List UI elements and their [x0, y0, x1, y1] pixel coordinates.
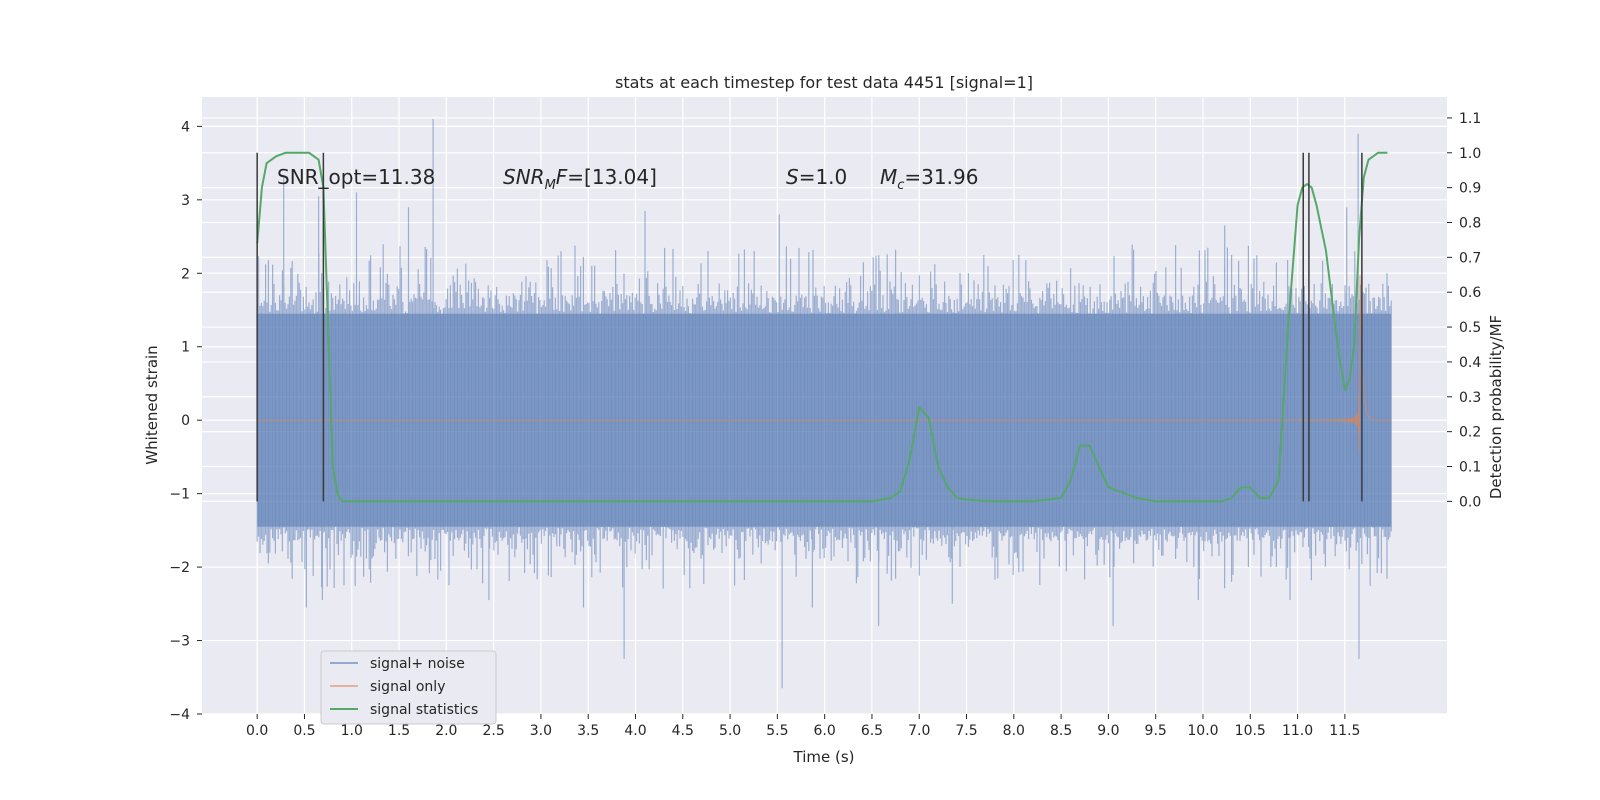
y-right-tick-label: 0.0 [1459, 494, 1481, 510]
x-tick-label: 4.0 [624, 723, 646, 739]
y-right-tick-label: 0.9 [1459, 181, 1481, 197]
x-tick-label: 1.0 [341, 723, 363, 739]
x-tick-label: 7.0 [908, 723, 930, 739]
y-right-tick-label: 0.5 [1459, 320, 1481, 336]
y-right-tick-label: 1.0 [1459, 146, 1481, 162]
signal-only-series [257, 275, 1391, 450]
legend-label-stats: signal statistics [370, 702, 478, 718]
legend-label-signal: signal only [370, 679, 445, 695]
y-right-tick-label: 0.1 [1459, 460, 1481, 476]
y-tick-label: −1 [169, 487, 190, 503]
x-tick-label: 3.5 [577, 723, 599, 739]
x-tick-label: 6.5 [861, 723, 883, 739]
chart-title: stats at each timestep for test data 445… [615, 73, 1033, 92]
y-axis-ticks: 4 3 2 1 0 −1 −2 −3 −4 [169, 119, 202, 723]
annotation-s: S=1.0 [786, 165, 847, 189]
x-tick-label: 0.0 [246, 723, 268, 739]
y-right-tick-label: 0.3 [1459, 390, 1481, 406]
annotation-snr-opt: SNR_opt=11.38 [277, 165, 435, 189]
x-tick-label: 11.5 [1329, 723, 1360, 739]
x-tick-label: 8.5 [1050, 723, 1072, 739]
x-tick-label: 4.5 [672, 723, 694, 739]
annotation-snr-mf: SNRMF=[13.04] [503, 165, 657, 193]
x-tick-label: 2.0 [435, 723, 457, 739]
y-right-axis-label: Detection probability/MF [1487, 315, 1505, 499]
y-tick-label: 4 [181, 119, 190, 135]
x-tick-label: 2.5 [482, 723, 504, 739]
y-right-tick-label: 0.7 [1459, 250, 1481, 266]
x-tick-label: 1.5 [388, 723, 410, 739]
x-tick-label: 8.0 [1003, 723, 1025, 739]
signal-statistics-line [256, 151, 1388, 503]
x-tick-label: 10.0 [1187, 723, 1218, 739]
x-axis-label: Time (s) [793, 748, 855, 766]
signal-only-line [257, 275, 1391, 450]
y-tick-label: −3 [169, 634, 190, 650]
y-right-tick-label: 0.8 [1459, 215, 1481, 231]
x-tick-label: 5.5 [766, 723, 788, 739]
y-tick-label: −2 [169, 560, 190, 576]
x-axis-ticks: 0.0 0.5 1.0 1.5 2.0 2.5 3.0 3.5 4.0 4.5 5.0 5.5 6.0 6… [246, 714, 1360, 739]
x-tick-label: 10.5 [1235, 723, 1266, 739]
y-right-tick-label: 0.4 [1459, 355, 1481, 371]
annotation-mc: Mc=31.96 [880, 165, 978, 193]
y-right-tick-label: 1.1 [1459, 111, 1481, 127]
y-axis-label: Whitened strain [143, 345, 161, 464]
x-tick-label: 9.5 [1145, 723, 1167, 739]
x-tick-label: 3.0 [530, 723, 552, 739]
y-tick-label: 2 [181, 266, 190, 282]
y-tick-label: 1 [181, 340, 190, 356]
legend-box [320, 650, 497, 725]
x-tick-label: 5.0 [719, 723, 741, 739]
x-tick-label: 6.0 [814, 723, 836, 739]
legend: signal+ noise signal only signal statist… [320, 650, 497, 725]
x-tick-label: 0.5 [293, 723, 315, 739]
y-tick-label: 3 [181, 193, 190, 209]
y-tick-label: −4 [169, 707, 190, 723]
boundary-lines [256, 152, 1363, 502]
legend-label-noise: signal+ noise [370, 656, 465, 672]
y-right-axis-ticks: 1.1 1.0 0.9 0.8 0.7 0.6 0.5 0.4 0.3 0.2 0.1 0.0 [1447, 111, 1481, 510]
x-tick-label: 11.0 [1282, 723, 1313, 739]
signal-statistics-series [256, 151, 1388, 503]
y-tick-label: 0 [181, 413, 190, 429]
x-tick-label: 9.0 [1097, 723, 1119, 739]
y-right-tick-label: 0.6 [1459, 285, 1481, 301]
y-right-tick-label: 0.2 [1459, 425, 1481, 441]
x-tick-label: 7.5 [955, 723, 977, 739]
